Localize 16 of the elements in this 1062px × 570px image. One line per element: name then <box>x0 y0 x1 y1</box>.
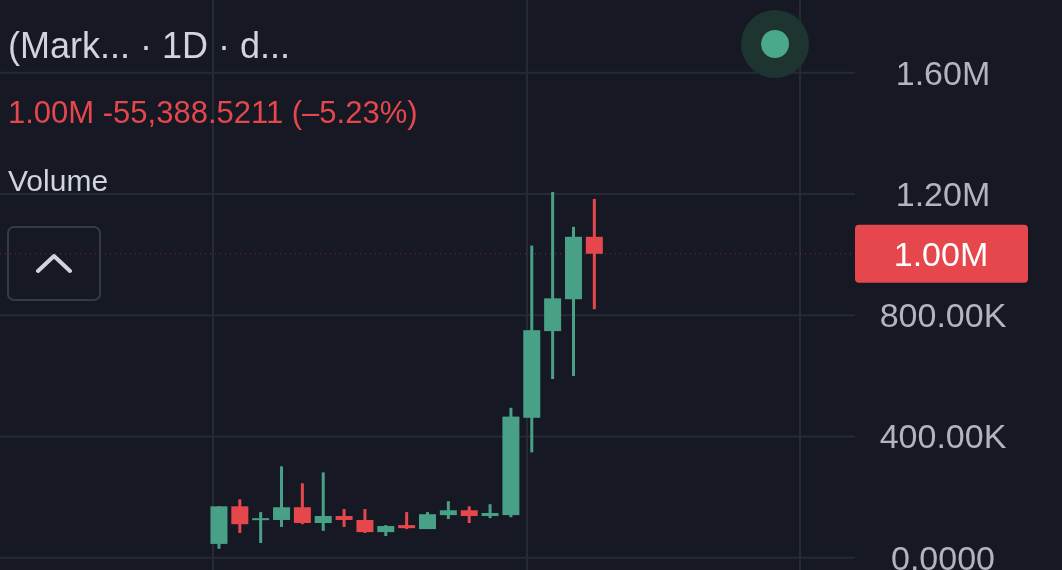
y-tick-label: 0.0000 <box>891 538 995 570</box>
candlestick <box>252 512 270 544</box>
text: 1.00M -55,388.5211 (–5.23%) <box>8 95 418 130</box>
y-tick-label: 400.00K <box>879 417 1007 456</box>
candlestick <box>585 197 603 310</box>
text: (Mark... · 1D · d... <box>8 25 291 66</box>
y-tick-label: 1.60M <box>895 53 991 92</box>
annotation: Volume <box>8 164 109 197</box>
y-tick-label: 1.20M <box>895 174 991 213</box>
y-tick-label: 800.00K <box>879 296 1007 335</box>
candlestick <box>231 499 249 534</box>
candlestick <box>356 509 374 534</box>
candlestick <box>314 472 332 531</box>
candlestick <box>273 466 291 527</box>
ref-line-label: 1.00M <box>893 234 989 273</box>
candlestick <box>293 483 311 526</box>
